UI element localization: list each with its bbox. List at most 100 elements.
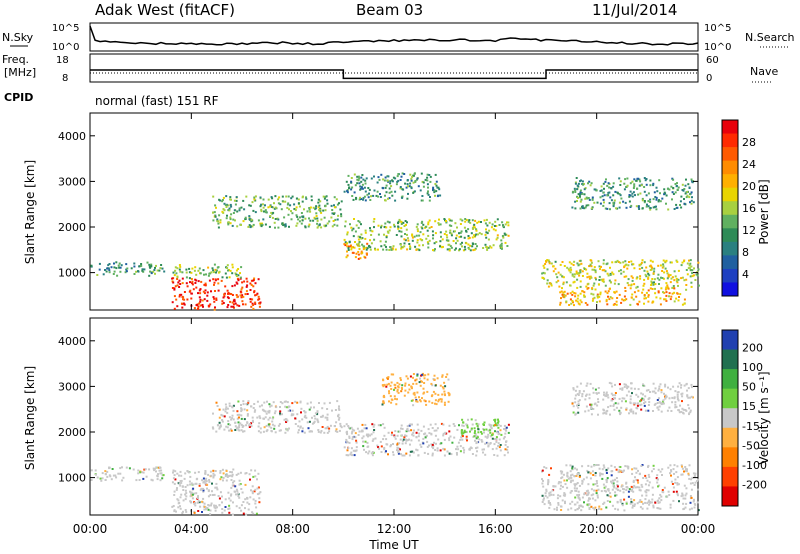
- data-cell: [475, 454, 478, 457]
- data-cell: [415, 431, 418, 434]
- data-cell: [348, 441, 351, 444]
- data-cell: [182, 302, 185, 305]
- data-cell: [676, 188, 679, 191]
- data-cell: [356, 175, 359, 178]
- data-cell: [212, 472, 215, 475]
- data-cell: [611, 398, 614, 401]
- data-cell: [277, 218, 280, 221]
- data-cell: [685, 382, 688, 385]
- data-cell: [431, 443, 434, 446]
- data-cell: [503, 428, 505, 430]
- data-cell: [616, 485, 619, 488]
- data-cell: [604, 270, 607, 273]
- data-cell: [614, 392, 617, 394]
- data-cell: [233, 300, 236, 303]
- data-cell: [616, 501, 619, 504]
- data-cell: [578, 391, 581, 394]
- data-cell: [402, 438, 405, 441]
- data-cell: [430, 226, 433, 228]
- data-cell: [626, 385, 629, 388]
- data-cell: [382, 385, 385, 388]
- data-cell: [672, 178, 675, 181]
- data-cell: [615, 468, 618, 471]
- data-cell: [614, 383, 616, 386]
- data-cell: [182, 499, 185, 502]
- data-cell: [216, 269, 218, 272]
- data-cell: [448, 218, 451, 221]
- data-cell: [612, 185, 615, 188]
- data-cell: [665, 294, 668, 297]
- data-cell: [318, 402, 320, 404]
- data-cell: [585, 476, 588, 479]
- data-cell: [317, 198, 320, 201]
- data-cell: [175, 488, 178, 491]
- cpid-label: CPID: [4, 91, 33, 104]
- data-cell: [577, 294, 580, 297]
- data-cell: [90, 479, 93, 481]
- colorbar-tick: 8: [742, 246, 749, 259]
- data-cell: [171, 505, 174, 508]
- data-cell: [587, 282, 590, 285]
- data-cell: [587, 492, 590, 495]
- data-cell: [428, 226, 431, 229]
- x-axis-label: Time UT: [368, 538, 419, 552]
- data-cell: [618, 409, 621, 412]
- data-cell: [619, 413, 622, 416]
- data-cell: [380, 451, 383, 453]
- data-cell: [419, 189, 422, 192]
- data-cell: [385, 450, 387, 453]
- data-cell: [353, 429, 356, 432]
- data-cell: [228, 402, 231, 405]
- data-cell: [423, 399, 426, 402]
- data-cell: [266, 400, 268, 403]
- data-cell: [372, 194, 375, 197]
- data-cell: [400, 246, 403, 249]
- data-cell: [182, 510, 184, 513]
- data-cell: [658, 405, 661, 408]
- data-cell: [206, 299, 209, 302]
- data-cell: [115, 476, 118, 479]
- data-cell: [214, 504, 217, 507]
- data-cell: [671, 483, 674, 485]
- data-cell: [473, 432, 476, 434]
- data-cell: [226, 411, 229, 414]
- data-cell: [193, 269, 196, 272]
- data-cell: [172, 469, 175, 472]
- data-cell: [580, 509, 583, 512]
- data-cell: [438, 188, 441, 191]
- data-cell: [560, 472, 563, 475]
- data-cell: [678, 296, 680, 298]
- data-cell: [396, 443, 399, 446]
- data-cell: [640, 465, 643, 467]
- data-cell: [651, 260, 654, 263]
- data-cell: [389, 384, 392, 387]
- data-cell: [609, 196, 612, 199]
- data-cell: [401, 196, 404, 199]
- data-cell: [230, 479, 233, 481]
- data-cell: [542, 498, 545, 501]
- data-cell: [209, 513, 212, 516]
- data-cell: [109, 475, 112, 478]
- data-cell: [639, 489, 642, 492]
- data-cell: [562, 283, 565, 286]
- data-cell: [210, 504, 212, 507]
- data-cell: [430, 443, 433, 446]
- data-cell: [647, 398, 650, 401]
- data-cell: [436, 377, 439, 380]
- data-cell: [379, 193, 381, 195]
- data-cell: [365, 252, 368, 255]
- data-cell: [160, 469, 163, 472]
- data-cell: [504, 443, 507, 446]
- data-cell: [630, 498, 633, 501]
- data-cell: [197, 292, 199, 295]
- data-cell: [217, 495, 220, 497]
- data-cell: [467, 418, 469, 421]
- data-cell: [499, 449, 502, 452]
- data-cell: [393, 395, 396, 398]
- data-cell: [599, 291, 602, 294]
- data-cell: [153, 269, 156, 271]
- data-cell: [507, 234, 510, 237]
- data-cell: [212, 469, 215, 472]
- data-cell: [185, 495, 188, 498]
- data-cell: [377, 176, 380, 179]
